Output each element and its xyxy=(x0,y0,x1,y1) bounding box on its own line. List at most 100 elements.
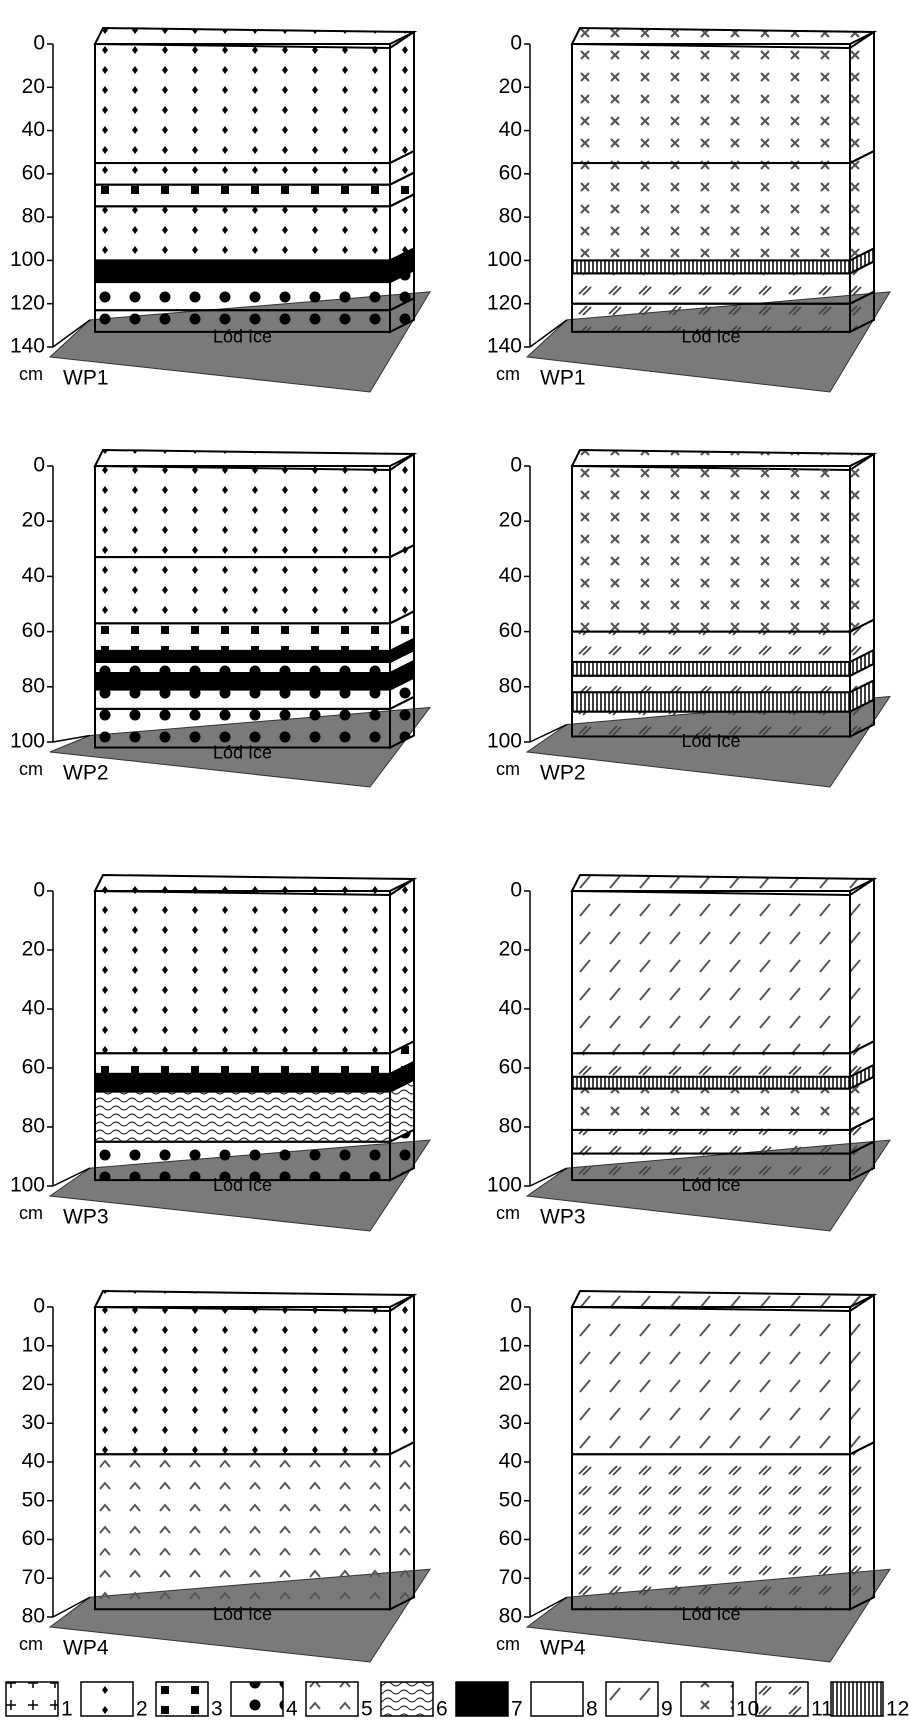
legend-label: 12 xyxy=(886,1698,909,1721)
legend-label: 2 xyxy=(136,1698,148,1721)
tick-label: 120 xyxy=(10,291,45,314)
layer-side xyxy=(390,32,414,163)
tick-label: 0 xyxy=(510,32,522,55)
tick-label: 40 xyxy=(22,997,45,1020)
unit-label: cm xyxy=(496,364,520,384)
unit-label: cm xyxy=(19,1203,43,1223)
layer xyxy=(572,304,850,332)
layer xyxy=(95,1307,390,1454)
layer-side xyxy=(850,32,874,163)
layer xyxy=(95,260,390,282)
layer xyxy=(95,44,390,163)
layer xyxy=(572,891,850,1053)
layer xyxy=(95,466,390,557)
tick-label: 40 xyxy=(499,564,522,587)
tick-label: 40 xyxy=(499,1450,522,1473)
tick-label: 20 xyxy=(499,1372,522,1395)
tick-label: 40 xyxy=(499,997,522,1020)
legend-swatch xyxy=(306,1682,358,1716)
tick-label: 100 xyxy=(10,730,45,753)
layer xyxy=(572,44,850,163)
layer xyxy=(95,651,390,662)
tick-label: 60 xyxy=(22,1056,45,1079)
profile-name: WP2 xyxy=(540,762,586,785)
tick-label: 80 xyxy=(499,1605,522,1628)
legend-swatch xyxy=(156,1682,208,1716)
layer xyxy=(572,676,850,693)
layer xyxy=(572,1089,850,1130)
layer xyxy=(572,1053,850,1077)
tick-label: 100 xyxy=(10,1174,45,1197)
tick-label: 60 xyxy=(499,161,522,184)
tick-label: 20 xyxy=(499,509,522,532)
layer-side xyxy=(850,454,874,632)
profile-name: WP3 xyxy=(540,1206,586,1229)
tick-label: 30 xyxy=(22,1411,45,1434)
tick-label: 20 xyxy=(22,75,45,98)
tick-label: 120 xyxy=(487,291,522,314)
tick-label: 60 xyxy=(22,161,45,184)
tick-label: 0 xyxy=(33,1295,45,1318)
layer xyxy=(95,673,390,690)
legend-swatch xyxy=(456,1682,508,1716)
tick-label: 80 xyxy=(22,205,45,228)
tick-label: 40 xyxy=(22,564,45,587)
layer xyxy=(95,690,390,709)
layer xyxy=(95,709,390,748)
tick-label: 100 xyxy=(10,248,45,271)
tick-label: 60 xyxy=(499,619,522,642)
legend-label: 7 xyxy=(511,1698,523,1721)
legend-swatch xyxy=(681,1682,733,1716)
tick-label: 80 xyxy=(22,1115,45,1138)
layer-side xyxy=(390,1442,414,1609)
legend-swatch xyxy=(81,1682,133,1716)
layer xyxy=(95,282,390,310)
tick-label: 60 xyxy=(22,619,45,642)
legend-swatch xyxy=(531,1682,583,1716)
legend-swatch xyxy=(831,1682,883,1716)
tick-label: 0 xyxy=(510,879,522,902)
layer xyxy=(95,1142,390,1180)
tick-label: 0 xyxy=(33,454,45,477)
layer xyxy=(95,891,390,1053)
tick-label: 20 xyxy=(499,938,522,961)
layer xyxy=(95,1074,390,1092)
tick-label: 140 xyxy=(10,335,45,358)
layer xyxy=(95,1092,390,1142)
tick-label: 0 xyxy=(33,879,45,902)
layer-side xyxy=(850,151,874,260)
tick-label: 40 xyxy=(22,1450,45,1473)
layer xyxy=(572,1077,850,1089)
layer xyxy=(572,692,850,711)
layer xyxy=(572,273,850,303)
legend-swatch xyxy=(381,1682,433,1716)
legend-label: 5 xyxy=(361,1698,373,1721)
profile-name: WP4 xyxy=(63,1637,109,1660)
tick-label: 60 xyxy=(22,1527,45,1550)
unit-label: cm xyxy=(496,1203,520,1223)
tick-label: 100 xyxy=(487,248,522,271)
layer-side xyxy=(850,879,874,1053)
layer xyxy=(95,1053,390,1074)
tick-label: 40 xyxy=(22,118,45,141)
tick-label: 80 xyxy=(22,1605,45,1628)
tick-label: 0 xyxy=(33,32,45,55)
tick-label: 100 xyxy=(487,1174,522,1197)
tick-label: 100 xyxy=(487,730,522,753)
tick-label: 50 xyxy=(22,1488,45,1511)
legend-swatch xyxy=(606,1682,658,1716)
layer xyxy=(572,260,850,273)
unit-label: cm xyxy=(19,759,43,779)
layer-side xyxy=(390,545,414,623)
layer xyxy=(572,163,850,260)
layer-side xyxy=(390,879,414,1053)
profile-name: WP1 xyxy=(540,367,586,390)
tick-label: 60 xyxy=(499,1056,522,1079)
layer xyxy=(95,623,390,651)
legend-label: 1 xyxy=(61,1698,73,1721)
layer xyxy=(572,1307,850,1454)
legend-label: 6 xyxy=(436,1698,448,1721)
tick-label: 20 xyxy=(22,1372,45,1395)
tick-label: 10 xyxy=(22,1333,45,1356)
